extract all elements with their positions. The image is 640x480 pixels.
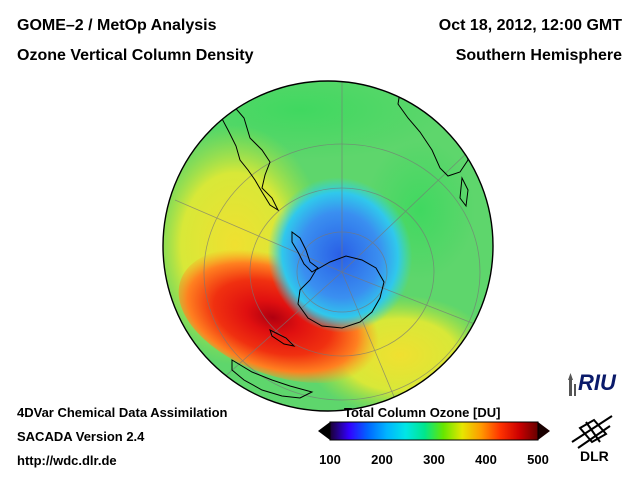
riu-tower-icon	[568, 373, 576, 396]
riu-logo-text: RIU	[578, 370, 616, 395]
footer-version: SACADA Version 2.4	[17, 429, 145, 444]
region-label: Southern Hemisphere	[455, 47, 622, 64]
footer-url: http://wdc.dlr.de	[17, 453, 117, 468]
colorbar-tick-label: 400	[475, 452, 497, 467]
dlr-logo: DLR	[566, 412, 616, 464]
dlr-symbol-icon	[571, 415, 613, 449]
riu-logo: RIU	[566, 370, 628, 403]
title-line-1: GOME–2 / MetOp Analysis	[17, 17, 217, 34]
globe-outline	[162, 80, 494, 412]
colorbar-title: Total Column Ozone [DU]	[344, 405, 501, 420]
colorbar-tick-label: 200	[371, 452, 393, 467]
colorbar	[318, 421, 550, 441]
south-america-coast	[214, 95, 280, 212]
new-zealand-coast	[269, 329, 296, 347]
colorbar-tick-label: 500	[527, 452, 549, 467]
colorbar-frame	[329, 421, 539, 441]
graticule	[174, 81, 491, 411]
colorbar-tick-label: 100	[319, 452, 341, 467]
colorbar-arrow-left	[318, 422, 330, 440]
australia-coast	[231, 359, 314, 399]
dlr-logo-text: DLR	[580, 448, 609, 464]
footer-method: 4DVar Chemical Data Assimilation	[17, 405, 228, 420]
date-label: Oct 18, 2012, 12:00 GMT	[438, 17, 622, 34]
colorbar-arrow-right	[538, 422, 550, 440]
colorbar-tick-label: 300	[423, 452, 445, 467]
antarctic-peninsula-coast	[291, 231, 319, 273]
madagascar-coast	[459, 176, 469, 208]
title-line-2: Ozone Vertical Column Density	[17, 47, 254, 64]
colorbar-ramp	[330, 422, 538, 440]
antarctica-coast	[297, 255, 385, 329]
